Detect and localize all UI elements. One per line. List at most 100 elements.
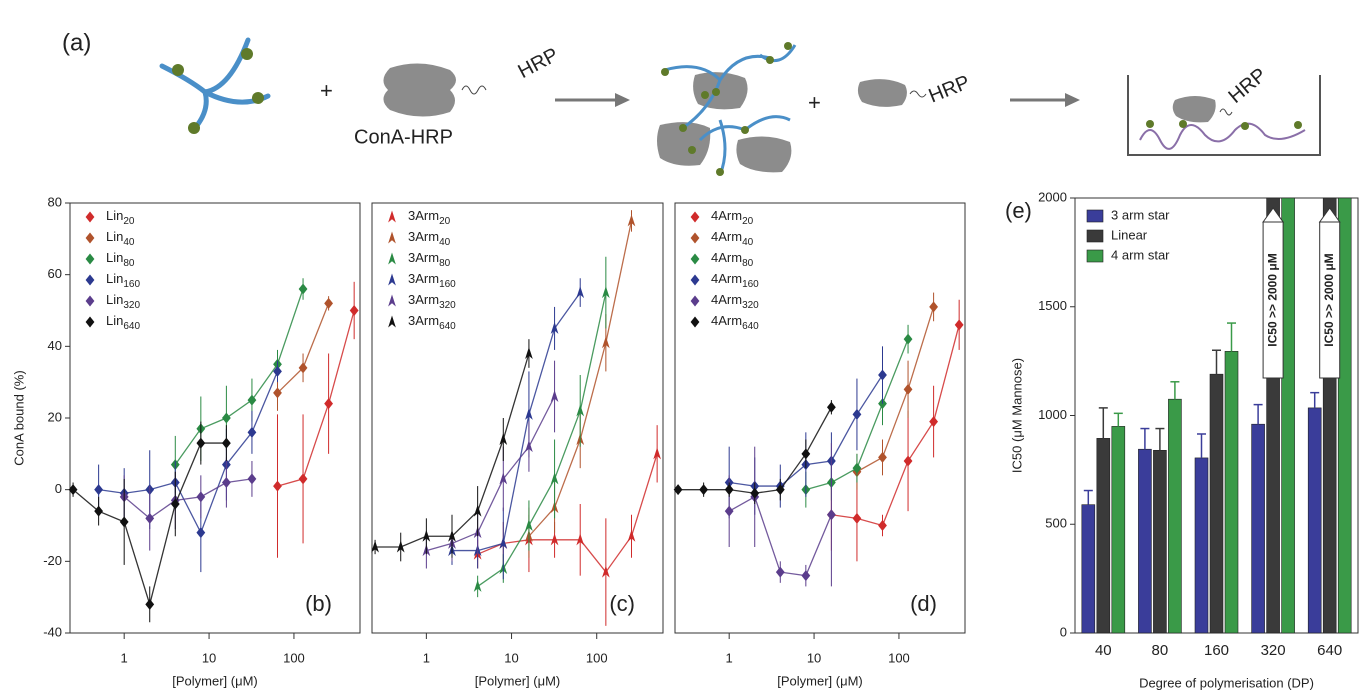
legend-marker (690, 295, 700, 307)
marker (499, 433, 508, 445)
x-axis-label: [Polymer] (μM) (475, 673, 561, 688)
marker (602, 336, 610, 349)
legend-marker (85, 295, 95, 307)
marker (196, 527, 206, 539)
annotation: IC50 >> 2000 μM (1322, 253, 1336, 346)
legend-marker (690, 211, 700, 223)
marker (473, 504, 482, 517)
x-tick-label: 80 (1152, 642, 1169, 659)
y-tick-label: -20 (43, 553, 62, 568)
legend-label: 4Arm40 (711, 229, 754, 247)
bar (1251, 423, 1265, 634)
legend-marker (388, 210, 396, 223)
bar (1111, 426, 1126, 634)
marker (852, 512, 862, 524)
y-tick-label: 40 (48, 338, 62, 353)
marker (324, 297, 334, 309)
marker (775, 566, 785, 578)
x-tick-label: 100 (586, 650, 608, 665)
x-tick-label: 320 (1261, 642, 1286, 659)
scheme-text: HRP (1224, 64, 1270, 108)
marker (627, 214, 636, 227)
panel-label: (e) (1005, 198, 1032, 223)
legend-marker (690, 274, 700, 286)
y-axis-label: ConA bound (%) (11, 370, 26, 465)
marker (550, 321, 559, 334)
marker (422, 529, 431, 542)
legend-label: 3Arm20 (408, 208, 451, 226)
scheme-text: ConA-HRP (354, 126, 453, 148)
legend-label: 4Arm20 (711, 208, 754, 226)
marker (903, 383, 913, 395)
svg-text:+: + (808, 90, 821, 115)
legend-marker (690, 232, 700, 244)
series-line (277, 310, 355, 487)
x-tick-label: 40 (1095, 642, 1112, 659)
marker (602, 286, 610, 299)
marker (145, 512, 155, 524)
marker (699, 484, 709, 496)
series-line (477, 292, 607, 587)
marker (499, 472, 508, 485)
series-line (477, 453, 658, 574)
marker (525, 347, 533, 359)
scheme-text: HRP (926, 71, 973, 107)
marker (878, 451, 887, 463)
annotation-arrow (1262, 207, 1285, 223)
marker (653, 447, 661, 460)
marker (525, 407, 533, 420)
marker (878, 369, 887, 381)
legend-swatch (1086, 249, 1104, 263)
marker (775, 484, 785, 496)
marker (801, 448, 811, 460)
series-line (856, 306, 935, 473)
legend-label: Lin640 (106, 313, 140, 331)
series-line (452, 292, 581, 552)
legend-marker (85, 253, 95, 265)
legend-label: 3 arm star (1111, 207, 1170, 222)
marker (298, 283, 308, 295)
panel-label: (b) (305, 591, 332, 616)
series-line (98, 371, 279, 535)
marker (525, 519, 533, 531)
marker (247, 426, 257, 438)
legend-label: 3Arm40 (408, 229, 451, 247)
legend-label: Lin80 (106, 250, 135, 268)
marker (724, 484, 734, 496)
panel-label: (c) (609, 591, 635, 616)
legend-marker (85, 316, 95, 328)
y-tick-label: 80 (48, 194, 62, 209)
legend-marker (388, 231, 396, 244)
marker (852, 408, 862, 420)
marker (349, 305, 359, 316)
legend-label: 4 arm star (1111, 247, 1170, 262)
y-tick-label: 0 (1060, 624, 1067, 639)
y-tick-label: -40 (43, 624, 62, 639)
y-tick-label: 0 (55, 481, 62, 496)
legend-label: 4Arm80 (711, 250, 754, 268)
marker (221, 412, 231, 424)
x-tick-label: 160 (1204, 642, 1229, 659)
x-axis-label: Degree of polymerisation (DP) (1139, 675, 1314, 690)
marker (94, 484, 104, 496)
marker (371, 540, 379, 553)
legend-label: Lin160 (106, 271, 140, 289)
legend-label: 3Arm80 (408, 250, 451, 268)
marker (247, 473, 257, 485)
marker (247, 394, 257, 406)
marker (602, 565, 610, 578)
y-axis-label: IC50 (μM Mannose) (1009, 358, 1024, 473)
plot-frame (674, 202, 966, 634)
series-line (426, 396, 556, 552)
marker (852, 462, 862, 474)
legend-label: 3Arm160 (408, 271, 456, 289)
legend-marker (388, 294, 396, 307)
bar (1138, 448, 1152, 634)
series-line (831, 324, 960, 527)
x-axis-label: [Polymer] (μM) (777, 673, 863, 688)
legend-swatch (1086, 209, 1104, 223)
legend-label: 4Arm640 (711, 313, 759, 331)
marker (119, 516, 129, 528)
annotation: IC50 >> 2000 μM (1265, 253, 1279, 346)
